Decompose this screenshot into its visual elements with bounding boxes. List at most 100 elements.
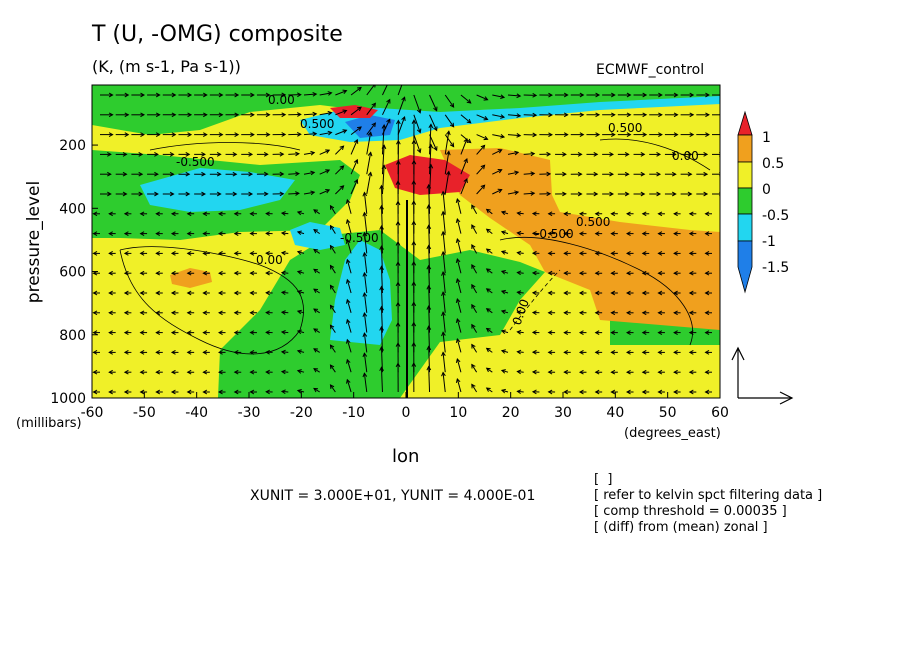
wind-vector-head xyxy=(379,366,384,372)
wind-vector-head xyxy=(530,171,536,177)
wind-vector-head xyxy=(202,369,208,375)
wind-vector-head xyxy=(401,96,406,102)
wind-vector-head xyxy=(673,92,679,98)
wind-vector-head xyxy=(329,344,335,350)
wind-vector xyxy=(382,99,391,116)
wind-vector xyxy=(507,171,519,175)
wind-vector xyxy=(428,245,431,274)
wind-vector-head xyxy=(466,118,472,124)
wind-vector-head xyxy=(626,92,632,98)
wind-vector-head xyxy=(426,304,432,310)
wind-vector-head xyxy=(265,231,270,236)
wind-vector-head xyxy=(593,191,599,197)
wind-vector xyxy=(492,169,502,175)
wind-vector-head xyxy=(108,310,113,316)
wind-vector xyxy=(350,139,358,155)
wind-vector-head xyxy=(626,211,631,217)
wind-vector xyxy=(444,151,450,175)
wind-vector-head xyxy=(485,308,491,313)
wind-vector-head xyxy=(657,350,663,355)
wind-vector-head xyxy=(640,191,646,197)
wind-vector-head xyxy=(563,350,569,355)
wind-vector-head xyxy=(357,106,362,112)
wind-vector xyxy=(523,153,535,155)
wind-vector-head xyxy=(367,151,373,157)
wind-vector-head xyxy=(704,369,710,375)
wind-vector-head xyxy=(656,152,662,157)
wind-vector xyxy=(476,164,485,175)
wind-vector-head xyxy=(279,191,285,197)
wind-vector-head xyxy=(471,323,476,329)
contour-line xyxy=(149,142,301,151)
wind-vector xyxy=(397,97,406,115)
wind-vector-head xyxy=(139,231,145,236)
wind-vector-head xyxy=(313,288,319,293)
wind-vector-head xyxy=(578,270,584,276)
wind-vector-head xyxy=(122,171,128,177)
wind-vector-head xyxy=(673,350,678,355)
wind-vector-head xyxy=(500,309,506,315)
wind-vector-head xyxy=(339,145,345,151)
wind-vector xyxy=(517,212,524,215)
wind-vector-head xyxy=(379,325,384,331)
wind-vector-head xyxy=(563,251,569,256)
wind-vector-head xyxy=(381,164,387,170)
wind-vector-head xyxy=(500,369,506,374)
wind-vector-head xyxy=(218,389,223,395)
wind-vector-head xyxy=(471,303,476,309)
wind-vector-head xyxy=(673,369,678,375)
wind-vector-head xyxy=(313,209,319,214)
wind-vector-head xyxy=(441,250,446,256)
wind-vector xyxy=(460,178,468,195)
wind-vector-head xyxy=(312,91,318,97)
wind-vector-head xyxy=(411,220,417,226)
wind-vector-head xyxy=(514,190,520,195)
wind-vector xyxy=(429,144,432,175)
wind-vector-head xyxy=(325,189,331,194)
wind-vector-head xyxy=(218,330,223,335)
wind-vector-head xyxy=(325,149,331,154)
wind-vector-head xyxy=(329,204,335,210)
wind-vector-head xyxy=(249,310,255,316)
field-max-region xyxy=(385,155,470,195)
wind-vector xyxy=(507,94,521,97)
wind-vector-head xyxy=(530,191,536,196)
wind-vector-head xyxy=(610,369,616,375)
wind-vector-head xyxy=(345,318,351,324)
wind-vector-head xyxy=(122,152,128,157)
wind-vector-head xyxy=(123,330,129,335)
wind-vector-head xyxy=(500,270,506,275)
wind-vector xyxy=(350,106,362,116)
wind-vector-head xyxy=(426,204,432,209)
wind-vector xyxy=(366,122,376,135)
wind-vector xyxy=(366,172,372,195)
wind-vector-head xyxy=(578,211,584,217)
wind-vector xyxy=(319,149,330,155)
wind-vector-head xyxy=(395,281,401,287)
wind-vector xyxy=(303,113,317,116)
wind-vector-head xyxy=(367,131,373,137)
wind-vector xyxy=(476,134,488,140)
wind-vector xyxy=(429,124,432,155)
x-tick-label: 60 xyxy=(711,405,729,421)
wind-vector-head xyxy=(265,310,270,316)
wind-vector-head xyxy=(671,171,677,177)
wind-vector-head xyxy=(186,310,192,316)
wind-vector xyxy=(460,134,472,144)
wind-vector-head xyxy=(154,171,159,177)
wind-vector-head xyxy=(170,211,176,217)
note-line: [ (diff) from (mean) zonal ] xyxy=(594,520,768,535)
wind-vector-head xyxy=(594,350,600,355)
wind-vector-head xyxy=(170,310,176,316)
wind-vector xyxy=(380,367,383,393)
wind-vector xyxy=(442,372,446,393)
colorbar-segment xyxy=(737,161,753,189)
wind-vector-head xyxy=(578,350,584,355)
wind-vector xyxy=(313,388,320,393)
wind-vector-head xyxy=(497,188,503,194)
note-line: [ ] xyxy=(594,472,613,487)
wind-vector-head xyxy=(329,284,335,290)
wind-vector-head xyxy=(339,165,345,170)
wind-vector-head xyxy=(202,231,208,236)
wind-vector xyxy=(346,299,352,313)
